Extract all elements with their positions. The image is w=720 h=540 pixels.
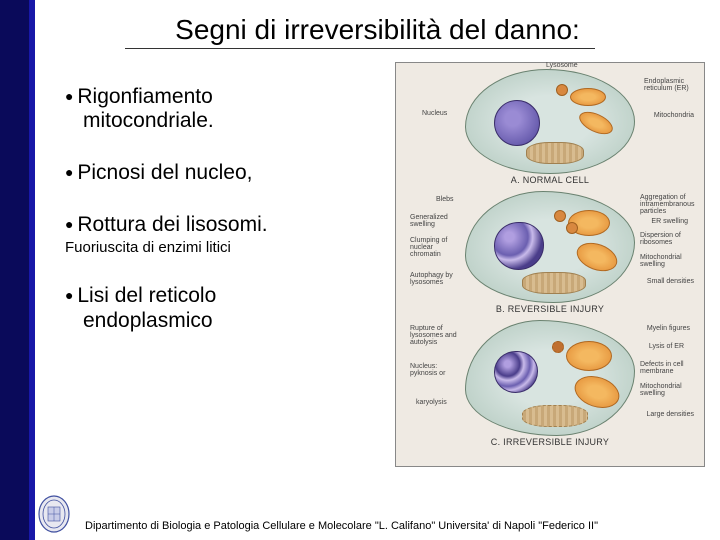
diagram-label: Large densities xyxy=(647,411,694,418)
diagram-panel-c: Rupture of lysosomes and autolysis Nucle… xyxy=(396,320,704,447)
bullet-text: Picnosi del nucleo, xyxy=(65,161,375,185)
diagram-label: Lysosome xyxy=(546,62,578,69)
diagram-label: Autophagy by lysosomes xyxy=(410,272,460,286)
diagram-label: Generalized swelling xyxy=(410,214,460,228)
bullet-note: Fuoriuscita di enzimi litici xyxy=(65,239,375,256)
bullet-sub: endoplasmico xyxy=(65,309,375,333)
slide: Segni di irreversibilità del danno: Rigo… xyxy=(35,0,720,540)
lysosome-icon xyxy=(554,210,566,222)
bullet-item: Lisi del reticolo endoplasmico xyxy=(65,284,375,332)
mitochondria-icon xyxy=(570,88,606,106)
mitochondria-icon xyxy=(566,341,612,371)
slide-title: Segni di irreversibilità del danno: xyxy=(35,14,720,46)
bullet-text: Lisi del reticolo xyxy=(65,284,375,308)
diagram-label: Aggregation of intramembranous particles xyxy=(640,194,708,215)
cell-diagram: Nucleus Lysosome Endoplasmic reticulum (… xyxy=(395,62,705,467)
diagram-label: Myelin figures xyxy=(647,325,690,332)
bullet-text: Rottura dei lisosomi. xyxy=(65,213,375,237)
nucleus-icon xyxy=(494,351,538,393)
lysosome-icon xyxy=(566,222,578,234)
title-underline xyxy=(125,48,595,49)
diagram-label: Small densities xyxy=(647,278,694,285)
bullet-text: Rigonfiamento xyxy=(65,85,375,109)
diagram-label: Endoplasmic reticulum (ER) xyxy=(644,78,714,92)
diagram-label: Lysis of ER xyxy=(649,343,684,350)
nucleus-icon xyxy=(494,222,544,270)
diagram-label: Clumping of nuclear chromatin xyxy=(410,237,460,258)
mitochondria-icon xyxy=(573,238,621,277)
diagram-label: Dispersion of ribosomes xyxy=(640,232,698,246)
diagram-panel-a: Nucleus Lysosome Endoplasmic reticulum (… xyxy=(396,69,704,185)
diagram-label: Blebs xyxy=(436,196,454,203)
footer-text: Dipartimento di Biologia e Patologia Cel… xyxy=(85,520,598,532)
panel-caption: A. NORMAL CELL xyxy=(396,175,704,185)
bullet-item: Rigonfiamento mitocondriale. xyxy=(65,85,375,133)
er-icon xyxy=(522,405,588,427)
cell-illustration: Rupture of lysosomes and autolysis Nucle… xyxy=(465,320,635,436)
bullet-item: Rottura dei lisosomi. Fuoriuscita di enz… xyxy=(65,213,375,256)
cell-illustration: Nucleus Lysosome Endoplasmic reticulum (… xyxy=(465,69,635,174)
diagram-label: Mitochondrial swelling xyxy=(640,383,702,397)
er-icon xyxy=(526,142,584,164)
diagram-label: karyolysis xyxy=(416,399,447,406)
diagram-label: ER swelling xyxy=(651,218,688,225)
cell-illustration: Blebs Generalized swelling Clumping of n… xyxy=(465,191,635,303)
diagram-label: Nucleus: pyknosis or xyxy=(410,363,462,377)
diagram-label: Nucleus xyxy=(422,110,447,117)
diagram-label: Mitochondrial swelling xyxy=(640,254,698,268)
mitochondria-icon xyxy=(576,107,616,139)
diagram-label: Mitochondria xyxy=(654,112,694,119)
bullet-item: Picnosi del nucleo, xyxy=(65,161,375,185)
bullet-list: Rigonfiamento mitocondriale. Picnosi del… xyxy=(65,85,375,361)
lysosome-icon xyxy=(552,341,564,353)
nucleus-icon xyxy=(494,100,540,146)
university-crest-icon xyxy=(37,494,71,536)
er-icon xyxy=(522,272,586,294)
diagram-label: Defects in cell membrane xyxy=(640,361,702,375)
diagram-panel-b: Blebs Generalized swelling Clumping of n… xyxy=(396,191,704,314)
bullet-sub: mitocondriale. xyxy=(65,109,375,133)
lysosome-icon xyxy=(556,84,568,96)
panel-caption: B. REVERSIBLE INJURY xyxy=(396,304,704,314)
diagram-label: Rupture of lysosomes and autolysis xyxy=(410,325,462,346)
panel-caption: C. IRREVERSIBLE INJURY xyxy=(396,437,704,447)
